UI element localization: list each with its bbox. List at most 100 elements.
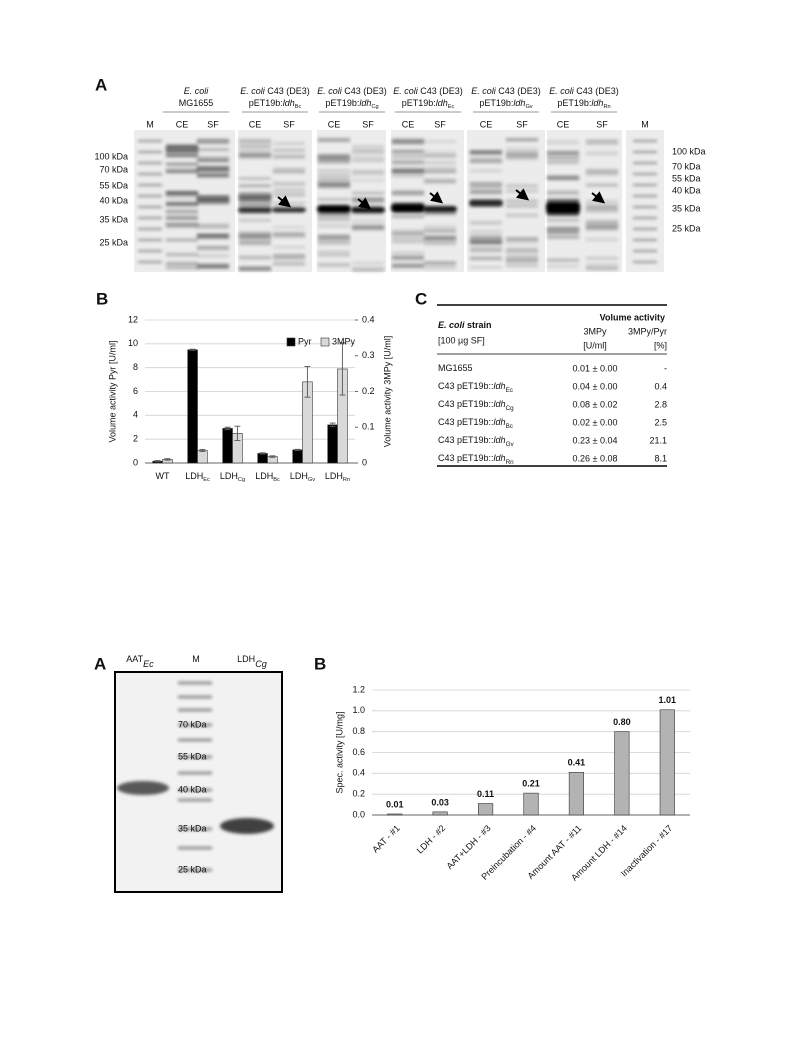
gel-band	[586, 204, 618, 210]
text-part: C43 (DE3)	[574, 86, 619, 96]
gel-band	[424, 224, 456, 229]
panel-label: A	[95, 75, 107, 94]
legend-swatch	[320, 337, 330, 347]
gel-band	[506, 247, 538, 253]
legend-label: 3MPy	[332, 336, 356, 346]
ladder-band	[178, 723, 212, 727]
text-part: M	[192, 654, 200, 664]
x-tick-label: LDH - #2	[415, 823, 448, 856]
gel-band	[239, 231, 271, 236]
gel-band	[586, 219, 618, 225]
text-part: C43 (DE3)	[342, 86, 387, 96]
text-part: E. coli	[240, 86, 266, 96]
gel-band	[586, 237, 618, 242]
text-part: LDH	[237, 654, 255, 664]
x-tick-label: LDHRn	[325, 471, 350, 483]
value-label: 0.11	[477, 789, 494, 799]
y-tick-label: 0.2	[352, 789, 365, 799]
gel-band	[424, 240, 456, 246]
arrow	[357, 197, 372, 210]
gel-band	[318, 214, 350, 217]
gel-band	[633, 206, 657, 208]
text-part: ldh	[591, 98, 603, 108]
text-part: C43 pET19b::	[438, 381, 494, 391]
gel-band	[424, 153, 456, 157]
gel-band	[197, 168, 229, 173]
error-bar	[339, 342, 346, 396]
gel-band	[392, 169, 424, 174]
gel-band	[506, 184, 538, 188]
gel-band	[352, 197, 384, 203]
gel-band	[138, 151, 162, 153]
group-header: MG1655	[179, 98, 214, 108]
gel-band	[547, 227, 579, 231]
gel-band	[273, 141, 305, 146]
text-part: LDH	[220, 471, 238, 481]
panel-label: B	[96, 289, 108, 308]
gel-band	[506, 251, 538, 255]
bar	[478, 803, 494, 816]
gel-band	[506, 155, 538, 160]
gel-band	[166, 148, 198, 154]
gel-band	[273, 260, 305, 266]
gel-band	[352, 267, 384, 272]
gel-band	[633, 184, 657, 186]
text-part: Bc	[273, 477, 280, 483]
y-tick-label: 0	[133, 457, 138, 467]
gel-band	[318, 263, 350, 267]
gel-band	[424, 210, 456, 214]
text-part: Ec	[506, 387, 513, 394]
lane-label: SF	[207, 119, 219, 129]
gel-band	[547, 259, 579, 262]
table-header: E. coli strain	[438, 320, 492, 330]
x-tick-label: LDHEc	[185, 471, 210, 483]
text-part: Cg	[238, 477, 245, 483]
marker-label: 70 kDa	[672, 161, 701, 171]
overexpressed-band	[272, 207, 306, 213]
text-part: E. coli	[393, 86, 419, 96]
gel-band	[470, 235, 502, 241]
y2-tick-label: 0.2	[362, 386, 375, 396]
gel-band	[138, 206, 162, 208]
gel-band	[197, 165, 229, 170]
error-bar	[164, 458, 171, 461]
lane-label: SF	[362, 119, 374, 129]
value-label: 0.41	[568, 758, 586, 768]
value-label: 0.01	[386, 799, 404, 809]
text-part: LDH	[185, 471, 203, 481]
y-tick-label: 0.6	[352, 747, 365, 757]
gel-band	[138, 195, 162, 197]
gel-band	[352, 152, 384, 156]
gel-band	[392, 239, 424, 244]
gel-band	[470, 184, 502, 189]
lane-label: M	[146, 119, 154, 129]
lane-label: M	[641, 119, 649, 129]
table-cell: 0.01 ± 0.00	[573, 363, 618, 373]
error-bar	[269, 455, 276, 458]
y-tick-label: 12	[128, 314, 138, 324]
gel-band	[352, 171, 384, 176]
gel-band	[197, 235, 229, 240]
gel-band	[424, 178, 456, 184]
gel-band	[633, 140, 657, 142]
text-part: Cg	[371, 104, 378, 110]
gel-band	[239, 153, 271, 159]
marker-label: 70 kDa	[178, 719, 207, 729]
bar	[432, 811, 448, 816]
text-part: pET19b:	[402, 98, 436, 108]
gel-band	[633, 173, 657, 175]
gel-band	[547, 218, 579, 222]
ladder-band	[178, 738, 212, 742]
gel-band	[547, 190, 579, 195]
table-cell: C43 pET19b::ldhRn	[438, 453, 514, 466]
lane-label: SF	[516, 119, 528, 129]
x-tick-label: LDHBc	[255, 471, 280, 483]
table-header: Volume activity	[600, 312, 665, 322]
table-cell: C43 pET19b::ldhEc	[438, 381, 513, 394]
gel-band	[506, 150, 538, 155]
gel-band	[470, 150, 502, 155]
gel-band	[470, 220, 502, 225]
gel-band	[318, 198, 350, 201]
text-part: ldh	[513, 98, 525, 108]
table-cell: 0.4	[654, 381, 667, 391]
